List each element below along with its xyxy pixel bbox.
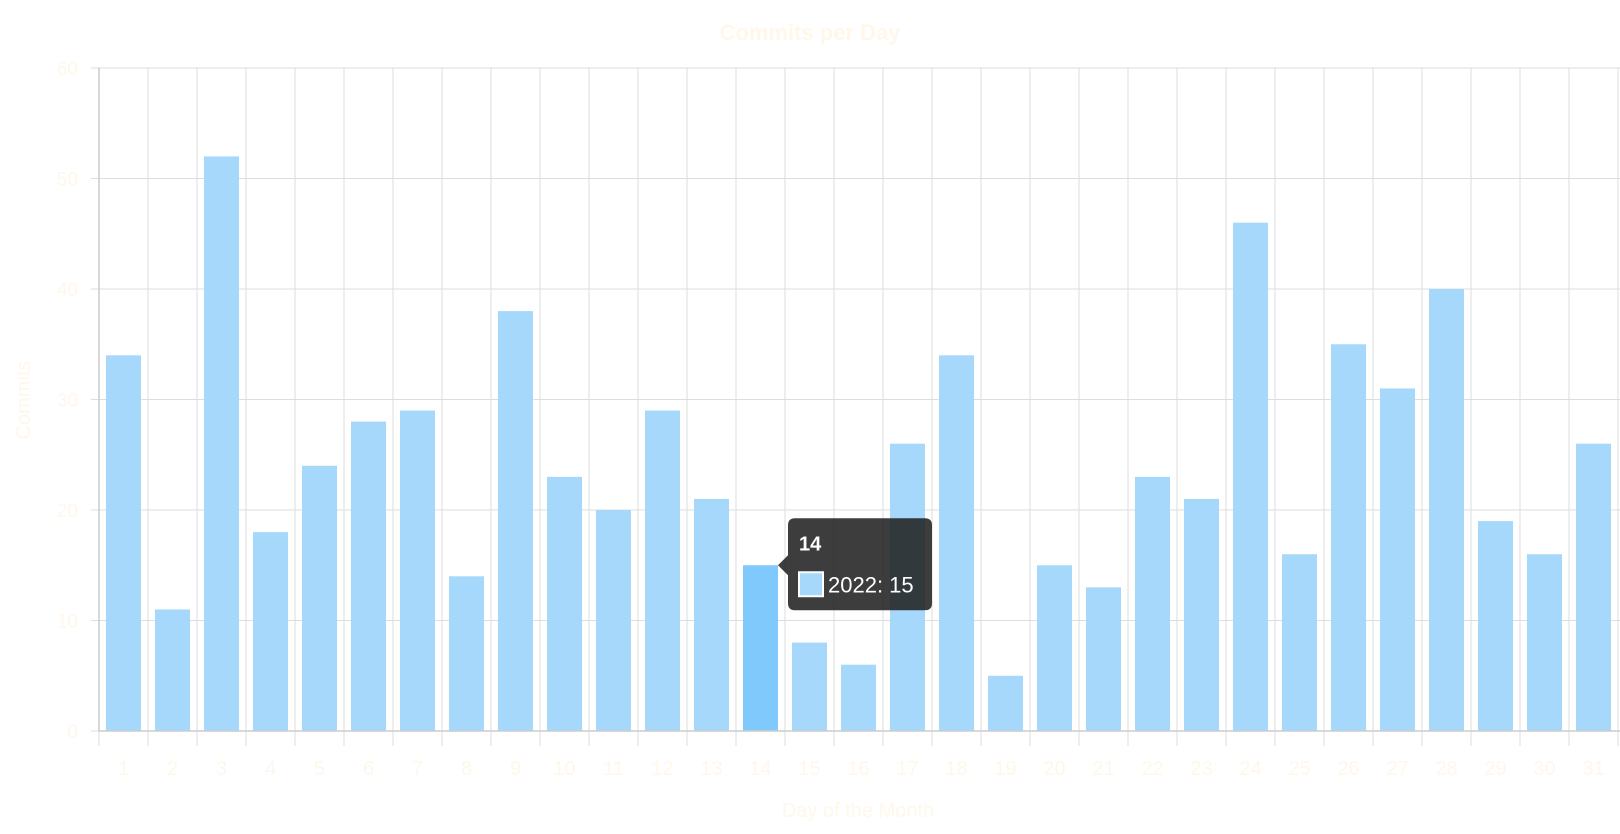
x-tick-label: 7 <box>412 758 423 780</box>
x-tick-label: 12 <box>651 758 673 780</box>
x-tick-label: 24 <box>1239 758 1261 780</box>
tooltip-title: 14 <box>799 533 822 555</box>
x-tick-label: 8 <box>461 758 472 780</box>
y-tick-label: 20 <box>57 501 78 522</box>
bar <box>1086 587 1121 731</box>
bar <box>988 675 1023 731</box>
bar <box>106 355 141 731</box>
bar <box>694 498 729 731</box>
bar <box>596 510 631 731</box>
bar <box>204 156 239 731</box>
x-tick-label: 17 <box>896 758 918 780</box>
x-tick-label: 26 <box>1337 758 1359 780</box>
bar <box>939 355 974 731</box>
x-tick-label: 15 <box>798 758 820 780</box>
bars-layer <box>106 156 1611 731</box>
x-tick-label: 16 <box>847 758 869 780</box>
bar <box>1331 344 1366 731</box>
bar <box>449 576 484 731</box>
bar <box>1380 388 1415 731</box>
x-tick-label: 4 <box>265 758 276 780</box>
x-axis-label: Day of the Month <box>782 800 934 822</box>
x-tick-label: 31 <box>1582 758 1604 780</box>
x-tick-label: 1 <box>118 758 129 780</box>
y-tick-label: 40 <box>57 280 78 301</box>
y-tick-label: 10 <box>57 612 78 633</box>
y-tick-label: 0 <box>67 722 78 743</box>
bar <box>1282 554 1317 731</box>
tooltip-label: 2022: 15 <box>828 572 914 597</box>
bar <box>302 465 337 731</box>
bar <box>792 642 827 731</box>
y-tick-label: 50 <box>57 170 78 191</box>
x-tick-label: 23 <box>1190 758 1212 780</box>
x-tick-label: 10 <box>553 758 575 780</box>
y-tick-label: 60 <box>57 59 78 80</box>
bar <box>1478 521 1513 731</box>
x-tick-label: 25 <box>1288 758 1310 780</box>
bar <box>155 609 190 731</box>
bar <box>743 565 778 731</box>
x-tick-label: 11 <box>603 758 624 780</box>
bar <box>1135 476 1170 731</box>
bar <box>351 421 386 731</box>
bar <box>1429 289 1464 731</box>
bar <box>1527 554 1562 731</box>
x-tick-label: 29 <box>1484 758 1506 780</box>
bar <box>1233 222 1268 731</box>
y-axis-label: Commits <box>13 361 35 440</box>
x-tick-label: 13 <box>700 758 722 780</box>
x-tick-label: 21 <box>1092 758 1114 780</box>
bar <box>1576 443 1611 731</box>
x-tick-label: 27 <box>1386 758 1408 780</box>
bar <box>547 476 582 731</box>
grid-layer <box>91 67 1620 746</box>
x-tick-label: 18 <box>945 758 967 780</box>
y-tick-label: 30 <box>57 391 78 412</box>
x-tick-label: 20 <box>1043 758 1065 780</box>
bar <box>498 311 533 731</box>
bar <box>1184 498 1219 731</box>
tooltip: 14 2022: 15 <box>778 518 932 611</box>
x-tick-label: 19 <box>994 758 1016 780</box>
x-tick-label: 28 <box>1435 758 1457 780</box>
x-tick-label: 3 <box>216 758 227 780</box>
bar <box>400 410 435 731</box>
x-tick-label: 2 <box>167 758 178 780</box>
bar <box>1037 565 1072 731</box>
chart-title: Commits per Day <box>720 20 902 45</box>
bar <box>253 532 288 731</box>
bar <box>841 664 876 731</box>
x-tick-label: 22 <box>1141 758 1163 780</box>
x-tick-label: 5 <box>314 758 325 780</box>
x-tick-label: 9 <box>510 758 521 780</box>
x-tick-label: 14 <box>749 758 771 780</box>
x-tick-label: 30 <box>1533 758 1555 780</box>
tooltip-color-swatch <box>798 571 824 598</box>
bar <box>645 410 680 731</box>
x-tick-label: 6 <box>363 758 374 780</box>
